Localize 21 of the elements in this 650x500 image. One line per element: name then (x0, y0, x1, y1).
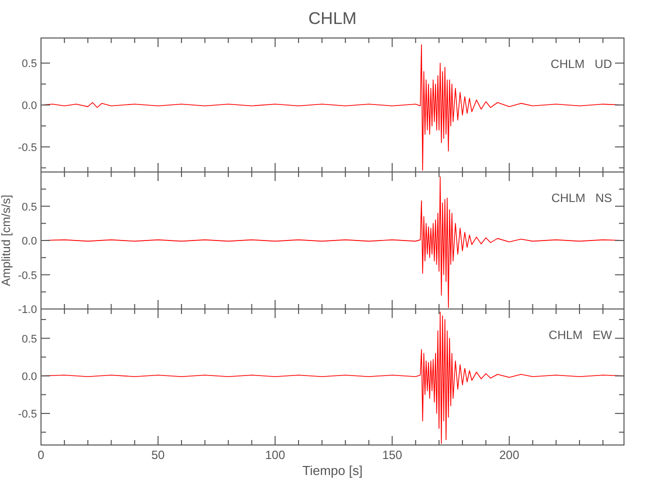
y-tick-label: 0.0 (22, 370, 37, 383)
x-tick-label: 100 (265, 448, 286, 462)
x-tick-label: 50 (151, 448, 166, 462)
y-tick-label: 0.0 (22, 100, 37, 112)
y-tick-label: 0.5 (22, 201, 37, 214)
y-tick-label: -0.5 (18, 270, 37, 282)
annotation: CHLM NS (551, 191, 612, 205)
annotation: CHLM UD (550, 57, 612, 71)
y-tick-label: 0.5 (22, 333, 37, 346)
y-tick-label: -1.0 (18, 304, 37, 316)
y-axis-title: Amplitud [cm/s/s] (0, 194, 13, 286)
y-tick-label: -0.5 (18, 408, 37, 420)
y-tick-label: 0.0 (22, 236, 37, 248)
x-tick-label: 0 (38, 448, 45, 462)
x-tick-label: 150 (382, 448, 403, 462)
x-axis-title: Tiempo [s] (302, 463, 363, 478)
annotation: CHLM EW (548, 328, 613, 342)
chart-title: CHLM (308, 9, 357, 28)
y-tick-label: 0.5 (22, 58, 37, 70)
y-tick-label: -0.5 (18, 142, 37, 154)
x-tick-label: 200 (499, 448, 520, 462)
